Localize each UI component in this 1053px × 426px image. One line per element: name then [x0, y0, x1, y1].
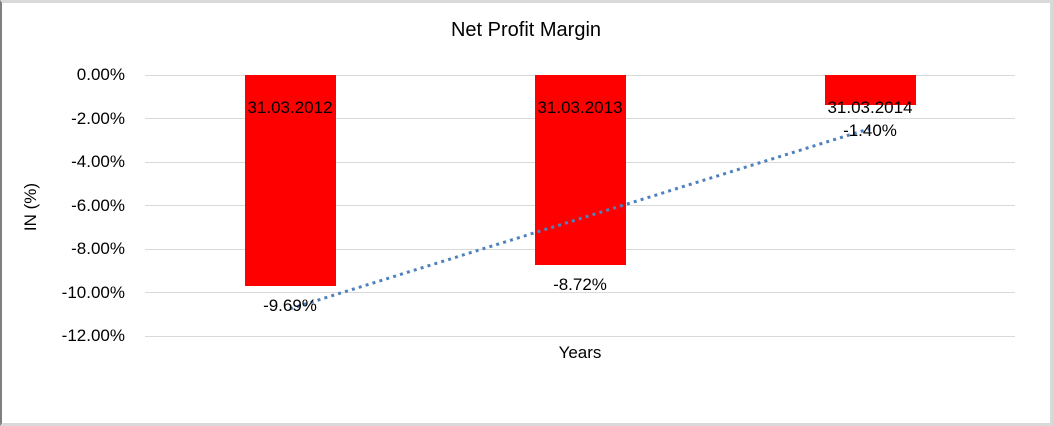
x-axis-title: Years: [558, 343, 602, 362]
y-axis-title: IN (%): [21, 182, 40, 232]
value-label: -9.69%: [263, 295, 317, 315]
value-label: -1.40%: [843, 121, 897, 140]
gridline: [145, 335, 1015, 337]
y-tick-label: 0.00%: [76, 65, 125, 84]
value-label: -8.72%: [553, 274, 607, 294]
y-tick-label: -6.00%: [71, 195, 125, 215]
category-label: 31.03.2012: [247, 98, 333, 117]
y-tick-label: -10.00%: [61, 282, 125, 302]
category-label: 31.03.2014: [827, 98, 913, 117]
chart-title: Net Profit Margin: [450, 19, 602, 41]
y-tick-label: -2.00%: [71, 108, 125, 128]
bar: [824, 75, 916, 106]
y-tick-label: -8.00%: [71, 239, 125, 258]
category-label: 31.03.2013: [537, 98, 623, 117]
y-tick-label: -4.00%: [71, 152, 125, 171]
y-tick-label: -12.00%: [61, 326, 125, 345]
